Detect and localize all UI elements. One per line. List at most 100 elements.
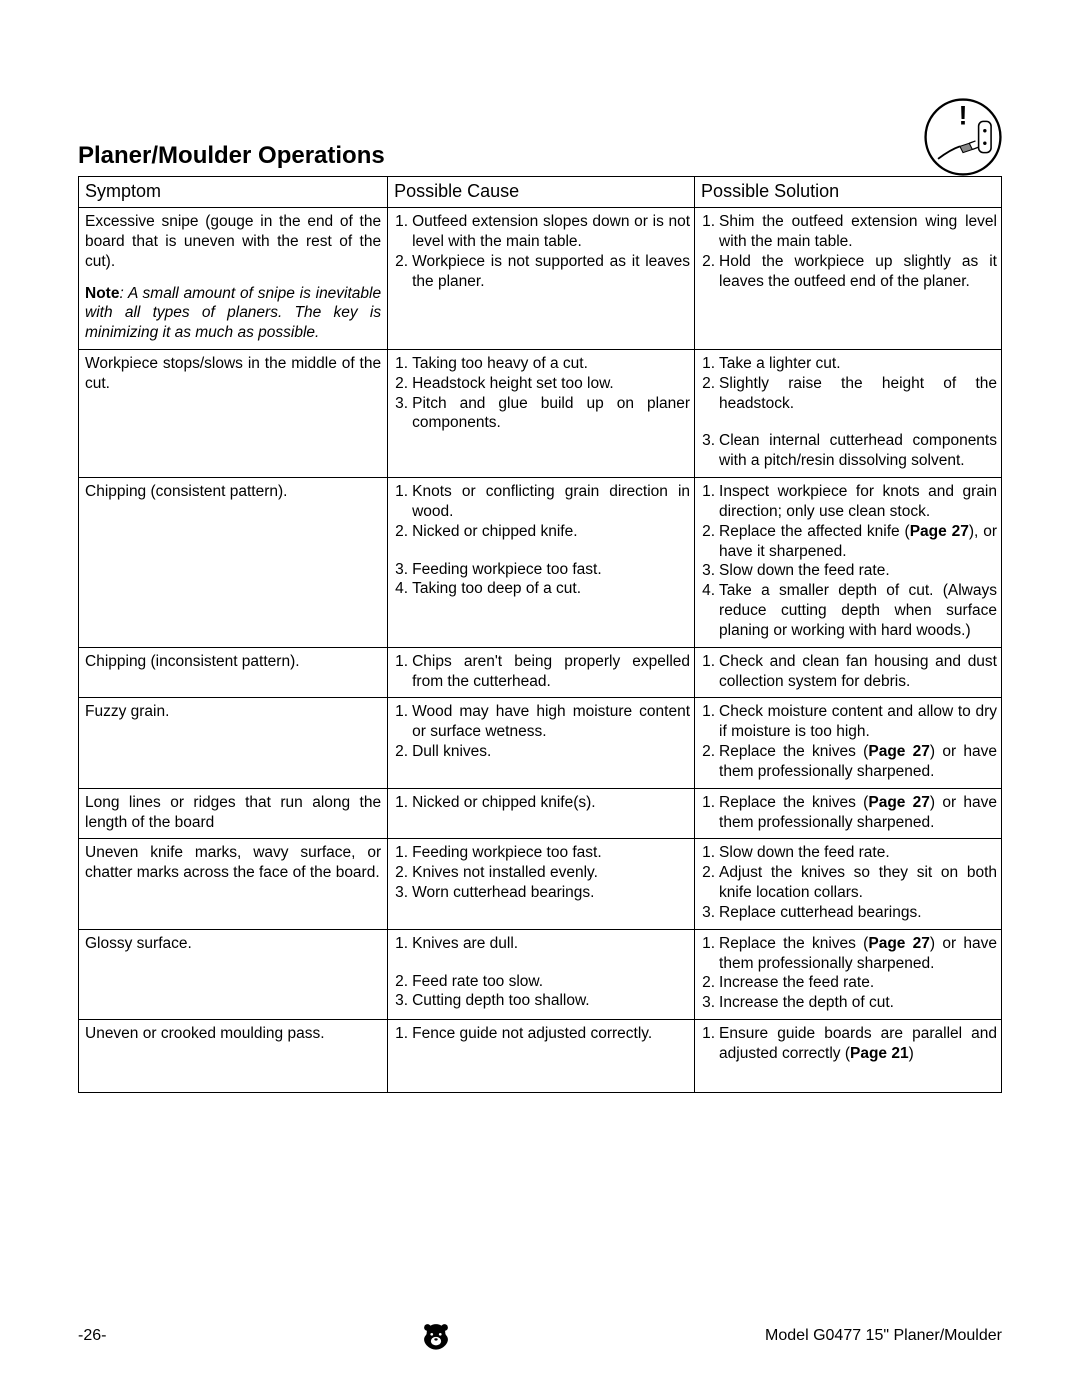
- list-text: Knives not installed evenly.: [412, 863, 690, 883]
- list-text: Outfeed extension slopes down or is not …: [412, 212, 690, 252]
- cell-cause: 1.Wood may have high moisture content or…: [388, 698, 695, 788]
- cell-cause: 1.Knots or conflicting grain direction i…: [388, 478, 695, 648]
- list-number: 1.: [699, 1024, 719, 1064]
- list-text: Check and clean fan housing and dust col…: [719, 652, 997, 692]
- model-label: Model G0477 15" Planer/Moulder: [765, 1327, 1002, 1345]
- symptom-text: Excessive snipe (gouge in the end of the…: [85, 212, 381, 271]
- list-item: 2.Adjust the knives so they sit on both …: [699, 863, 997, 903]
- list-number: 2.: [392, 972, 412, 992]
- list-number: 3.: [392, 560, 412, 580]
- cell-solution: 1.Replace the knives (Page 27) or have t…: [695, 788, 1002, 839]
- list-item: 1.Chips aren't being properly expelled f…: [392, 652, 690, 692]
- list-text: Taking too deep of a cut.: [412, 579, 690, 599]
- table-row: Excessive snipe (gouge in the end of the…: [79, 208, 1002, 350]
- list-number: 2.: [392, 742, 412, 762]
- list-number: 4.: [699, 581, 719, 640]
- list-number: 2.: [392, 863, 412, 883]
- list-text: Workpiece is not supported as it leaves …: [412, 252, 690, 292]
- list-item: 1.Inspect workpiece for knots and grain …: [699, 482, 997, 522]
- list-text: Adjust the knives so they sit on both kn…: [719, 863, 997, 903]
- list-text: Dull knives.: [412, 742, 690, 762]
- list-item: 3.Worn cutterhead bearings.: [392, 883, 690, 903]
- list-item: 2.Knives not installed evenly.: [392, 863, 690, 883]
- list-text: Slightly raise the height of the headsto…: [719, 374, 997, 414]
- symptom-text: Long lines or ridges that run along the …: [85, 793, 381, 833]
- cell-symptom: Uneven knife marks, wavy surface, or cha…: [79, 839, 388, 929]
- page-ref: Page 27: [910, 523, 969, 540]
- cell-symptom: Glossy surface.: [79, 929, 388, 1019]
- list-text: Slow down the feed rate.: [719, 843, 997, 863]
- list-item: 1.Taking too heavy of a cut.: [392, 354, 690, 374]
- list-text: Replace the knives (Page 27) or have the…: [719, 742, 997, 782]
- list-text: Feed rate too slow.: [412, 972, 690, 992]
- list-number: 3.: [699, 993, 719, 1013]
- list-number: 1.: [699, 702, 719, 742]
- list-item: 4.Take a smaller depth of cut. (Always r…: [699, 581, 997, 640]
- symptom-text: Uneven knife marks, wavy surface, or cha…: [85, 843, 381, 883]
- list-text: Hold the workpiece up slightly as it lea…: [719, 252, 997, 292]
- table-header-row: Symptom Possible Cause Possible Solution: [79, 177, 1002, 208]
- troubleshooting-table: Symptom Possible Cause Possible Solution…: [78, 176, 1002, 1093]
- list-text: Increase the depth of cut.: [719, 993, 997, 1013]
- list-item: 2.Dull knives.: [392, 742, 690, 762]
- list-number: 2.: [699, 742, 719, 782]
- cell-solution: 1.Slow down the feed rate.2.Adjust the k…: [695, 839, 1002, 929]
- list-text: Inspect workpiece for knots and grain di…: [719, 482, 997, 522]
- list-number: 2.: [392, 522, 412, 542]
- list-item: 1.Slow down the feed rate.: [699, 843, 997, 863]
- list-text: Replace cutterhead bearings.: [719, 903, 997, 923]
- list-item: 3.Slow down the feed rate.: [699, 561, 997, 581]
- table-row: Workpiece stops/slows in the middle of t…: [79, 350, 1002, 478]
- list-item: 2.Headstock height set too low.: [392, 374, 690, 394]
- table-row: Chipping (inconsistent pattern).1.Chips …: [79, 647, 1002, 698]
- cell-solution: 1.Replace the knives (Page 27) or have t…: [695, 929, 1002, 1019]
- list-number: 1.: [699, 212, 719, 252]
- list-item: 2.Increase the feed rate.: [699, 973, 997, 993]
- list-text: Knives are dull.: [412, 934, 690, 954]
- symptom-text: Glossy surface.: [85, 934, 381, 954]
- list-number: 1.: [699, 793, 719, 833]
- list-number: 2.: [392, 374, 412, 394]
- list-number: 2.: [699, 522, 719, 562]
- list-item: 1.Ensure guide boards are parallel and a…: [699, 1024, 997, 1064]
- page-ref: Page 27: [868, 743, 930, 760]
- list-item: 1.Shim the outfeed extension wing level …: [699, 212, 997, 252]
- list-number: 1.: [392, 702, 412, 742]
- list-text: Take a lighter cut.: [719, 354, 997, 374]
- cell-symptom: Workpiece stops/slows in the middle of t…: [79, 350, 388, 478]
- col-symptom: Symptom: [79, 177, 388, 208]
- table-row: Uneven or crooked moulding pass.1.Fence …: [79, 1020, 1002, 1093]
- list-number: 1.: [392, 652, 412, 692]
- list-text: Clean internal cutterhead components wit…: [719, 431, 997, 471]
- list-item: 2.Workpiece is not supported as it leave…: [392, 252, 690, 292]
- list-text: Nicked or chipped knife.: [412, 522, 690, 542]
- list-number: 1.: [392, 212, 412, 252]
- list-item: 2.Replace the knives (Page 27) or have t…: [699, 742, 997, 782]
- list-item: 1.Replace the knives (Page 27) or have t…: [699, 934, 997, 974]
- page-title: Planer/Moulder Operations: [78, 142, 385, 170]
- list-number: 2.: [699, 252, 719, 292]
- list-number: 2.: [699, 374, 719, 414]
- list-item: 1.Feeding workpiece too fast.: [392, 843, 690, 863]
- list-number: 1.: [392, 1024, 412, 1044]
- list-number: 1.: [392, 843, 412, 863]
- list-text: Cutting depth too shallow.: [412, 991, 690, 1011]
- list-number: 1.: [699, 652, 719, 692]
- list-item: 2.Slightly raise the height of the heads…: [699, 374, 997, 414]
- symptom-text: Workpiece stops/slows in the middle of t…: [85, 354, 381, 394]
- list-number: 3.: [392, 883, 412, 903]
- cell-symptom: Long lines or ridges that run along the …: [79, 788, 388, 839]
- list-item: 2.Nicked or chipped knife.: [392, 522, 690, 542]
- cell-cause: 1.Fence guide not adjusted correctly.: [388, 1020, 695, 1093]
- list-number: 1.: [699, 354, 719, 374]
- list-number: 1.: [392, 934, 412, 954]
- list-number: 3.: [699, 903, 719, 923]
- symptom-text: Fuzzy grain.: [85, 702, 381, 722]
- symptom-note: Note: A small amount of snipe is inevita…: [85, 284, 381, 343]
- list-item: 1.Take a lighter cut.: [699, 354, 997, 374]
- list-item: 2.Feed rate too slow.: [392, 972, 690, 992]
- list-number: 1.: [392, 482, 412, 522]
- symptom-text: Chipping (consistent pattern).: [85, 482, 381, 502]
- cell-solution: 1.Check moisture content and allow to dr…: [695, 698, 1002, 788]
- list-text: Headstock height set too low.: [412, 374, 690, 394]
